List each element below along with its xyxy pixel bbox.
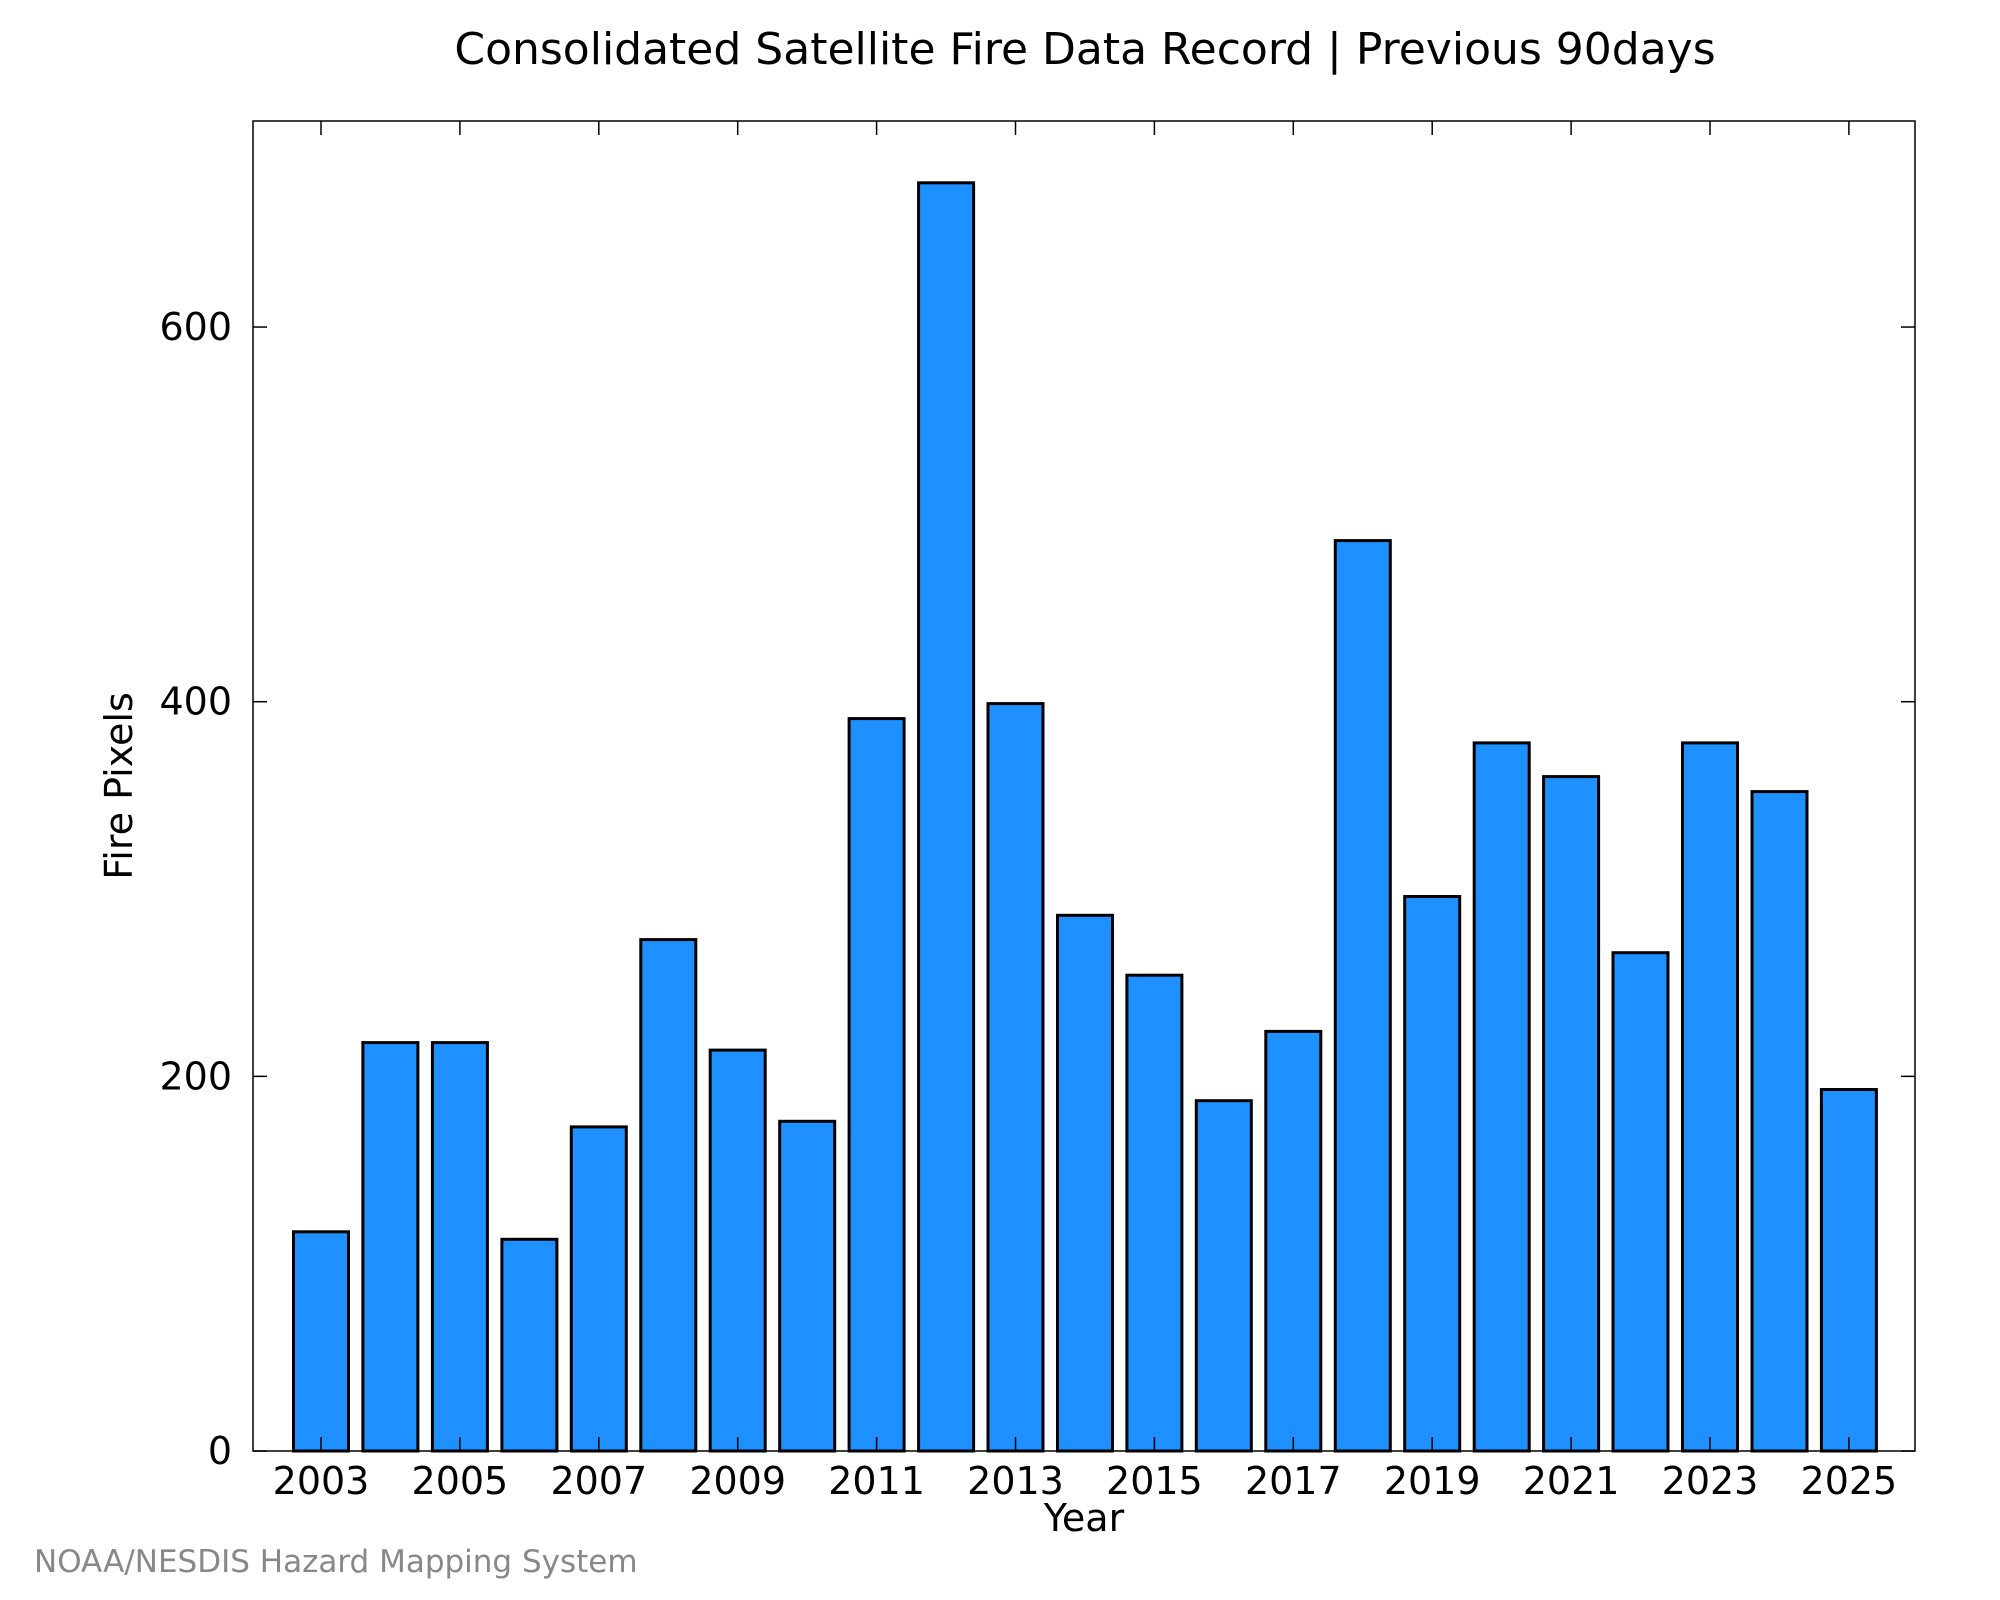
bar-2004 <box>361 1041 420 1453</box>
y-tick-label-600: 600 <box>159 305 232 349</box>
bar-2017 <box>1264 1029 1323 1453</box>
y-tick-label-400: 400 <box>159 680 232 724</box>
bar-2021 <box>1542 775 1601 1453</box>
x-tick-label-2009: 2009 <box>689 1459 786 1503</box>
credit-text: NOAA/NESDIS Hazard Mapping System <box>34 1544 638 1580</box>
x-tick-label-2015: 2015 <box>1106 1459 1203 1503</box>
bar-2015 <box>1125 973 1184 1453</box>
x-tick-label-2021: 2021 <box>1523 1459 1620 1503</box>
x-tick-label-2011: 2011 <box>828 1459 925 1503</box>
x-tick-label-2025: 2025 <box>1801 1459 1898 1503</box>
bar-2016 <box>1194 1099 1253 1453</box>
bar-2010 <box>778 1119 837 1453</box>
bar-2003 <box>292 1230 350 1453</box>
bar-2011 <box>847 717 906 1453</box>
bar-2019 <box>1403 895 1462 1453</box>
bar-2013 <box>986 702 1045 1453</box>
bar-2005 <box>430 1041 489 1453</box>
bar-2023 <box>1681 741 1739 1453</box>
bar-2008 <box>639 938 698 1453</box>
x-axis-ticks: 2003 2005 2007 2009 2011 2013 2015 2017 2019 2021… <box>273 121 1898 1503</box>
bar-2006 <box>500 1237 559 1453</box>
x-axis-label: Year <box>1043 1496 1125 1540</box>
x-tick-label-2003: 2003 <box>273 1459 370 1503</box>
x-tick-label-2017: 2017 <box>1245 1459 1342 1503</box>
x-tick-label-2013: 2013 <box>967 1459 1064 1503</box>
x-tick-label-2019: 2019 <box>1384 1459 1481 1503</box>
y-axis-label: Fire Pixels <box>97 692 141 880</box>
chart-title: Consolidated Satellite Fire Data Record … <box>454 24 1715 75</box>
bar-2020 <box>1472 741 1531 1453</box>
bar-2018 <box>1333 539 1392 1453</box>
x-tick-label-2023: 2023 <box>1662 1459 1759 1503</box>
y-axis-ticks: 0 200 400 600 <box>159 305 1915 1473</box>
x-tick-label-2005: 2005 <box>412 1459 509 1503</box>
bars-group <box>292 181 1878 1453</box>
bar-2014 <box>1056 913 1114 1453</box>
plot-frame <box>252 120 1916 1452</box>
y-tick-label-0: 0 <box>208 1429 232 1473</box>
bar-2012 <box>917 181 976 1453</box>
x-tick-label-2007: 2007 <box>550 1459 647 1503</box>
bar-2009 <box>708 1048 767 1453</box>
bar-2022 <box>1611 951 1670 1453</box>
bar-2024 <box>1750 790 1809 1453</box>
y-tick-label-200: 200 <box>159 1054 232 1098</box>
bar-2007 <box>569 1125 628 1453</box>
bar-2025 <box>1819 1088 1878 1453</box>
